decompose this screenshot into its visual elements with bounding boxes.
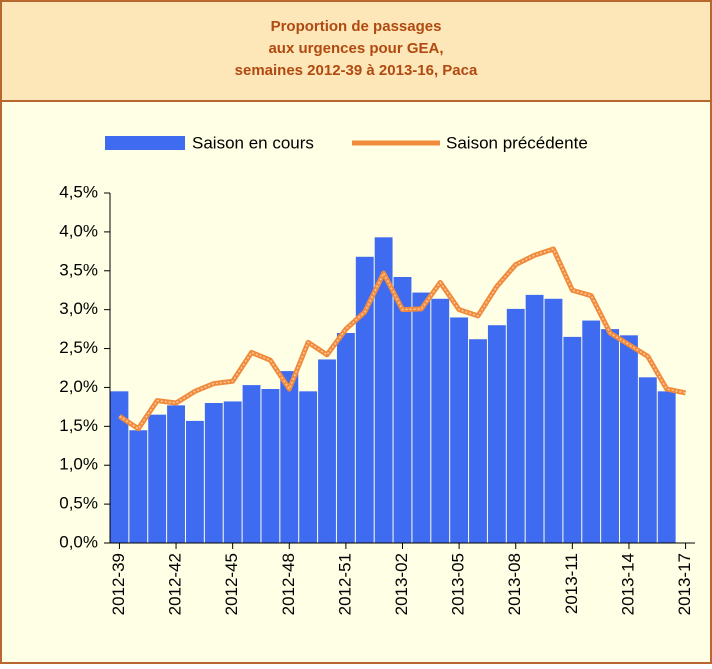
bar [110, 391, 129, 543]
bar [185, 420, 204, 543]
title-box [0, 0, 712, 102]
bar [506, 308, 525, 543]
bar [242, 385, 261, 543]
bar [601, 329, 620, 543]
y-tick-label: 4,0% [59, 221, 98, 240]
bar [129, 430, 148, 543]
x-tick-label: 2012-48 [279, 553, 298, 615]
bar [487, 325, 506, 543]
x-tick-label: 2013-02 [392, 553, 411, 615]
bar [280, 371, 299, 543]
x-tick-label: 2013-08 [505, 553, 524, 615]
bar [261, 389, 280, 543]
bar [469, 339, 487, 543]
x-tick-label: 2012-51 [335, 553, 354, 615]
y-tick-label: 2,0% [59, 377, 98, 396]
bar [336, 333, 355, 543]
bar [299, 391, 318, 543]
y-tick-label: 0,5% [59, 494, 98, 513]
bar [355, 256, 374, 543]
bar [204, 403, 223, 543]
x-tick-label: 2012-39 [109, 553, 128, 615]
y-tick-label: 3,0% [59, 299, 98, 318]
bar [412, 292, 431, 543]
bar [563, 336, 582, 543]
chart-title: aux urgences pour GEA, [268, 40, 443, 57]
chart-title: Proportion de passages [271, 18, 442, 35]
bar [638, 377, 657, 543]
bar [374, 237, 393, 544]
x-tick-label: 2013-14 [618, 553, 637, 615]
y-tick-label: 4,5% [59, 182, 98, 201]
y-tick-label: 1,0% [59, 455, 98, 474]
x-tick-label: 2012-45 [222, 553, 241, 615]
bar [544, 298, 563, 543]
legend-swatch [105, 136, 185, 150]
chart-title: semaines 2012-39 à 2013-16, Paca [235, 62, 478, 79]
bar [318, 359, 336, 543]
x-tick-label: 2013-11 [562, 553, 581, 614]
bar [393, 277, 412, 543]
y-tick-label: 3,5% [59, 260, 98, 279]
bar [223, 401, 242, 543]
bar [525, 294, 544, 543]
y-tick-label: 0,0% [59, 532, 98, 551]
x-tick-label: 2013-17 [675, 553, 694, 615]
y-tick-label: 1,5% [59, 416, 98, 435]
bar [620, 335, 638, 543]
bar [450, 317, 469, 543]
bar [657, 391, 676, 543]
x-tick-label: 2012-42 [166, 553, 185, 615]
bar [582, 320, 601, 543]
line-texture [119, 248, 686, 430]
bar [431, 298, 450, 543]
x-tick-label: 2013-05 [449, 553, 468, 615]
bar [148, 414, 167, 543]
legend-label: Saison en cours [192, 133, 314, 152]
y-tick-label: 2,5% [59, 338, 98, 357]
bar [167, 405, 185, 543]
legend-label: Saison précédente [446, 133, 588, 152]
